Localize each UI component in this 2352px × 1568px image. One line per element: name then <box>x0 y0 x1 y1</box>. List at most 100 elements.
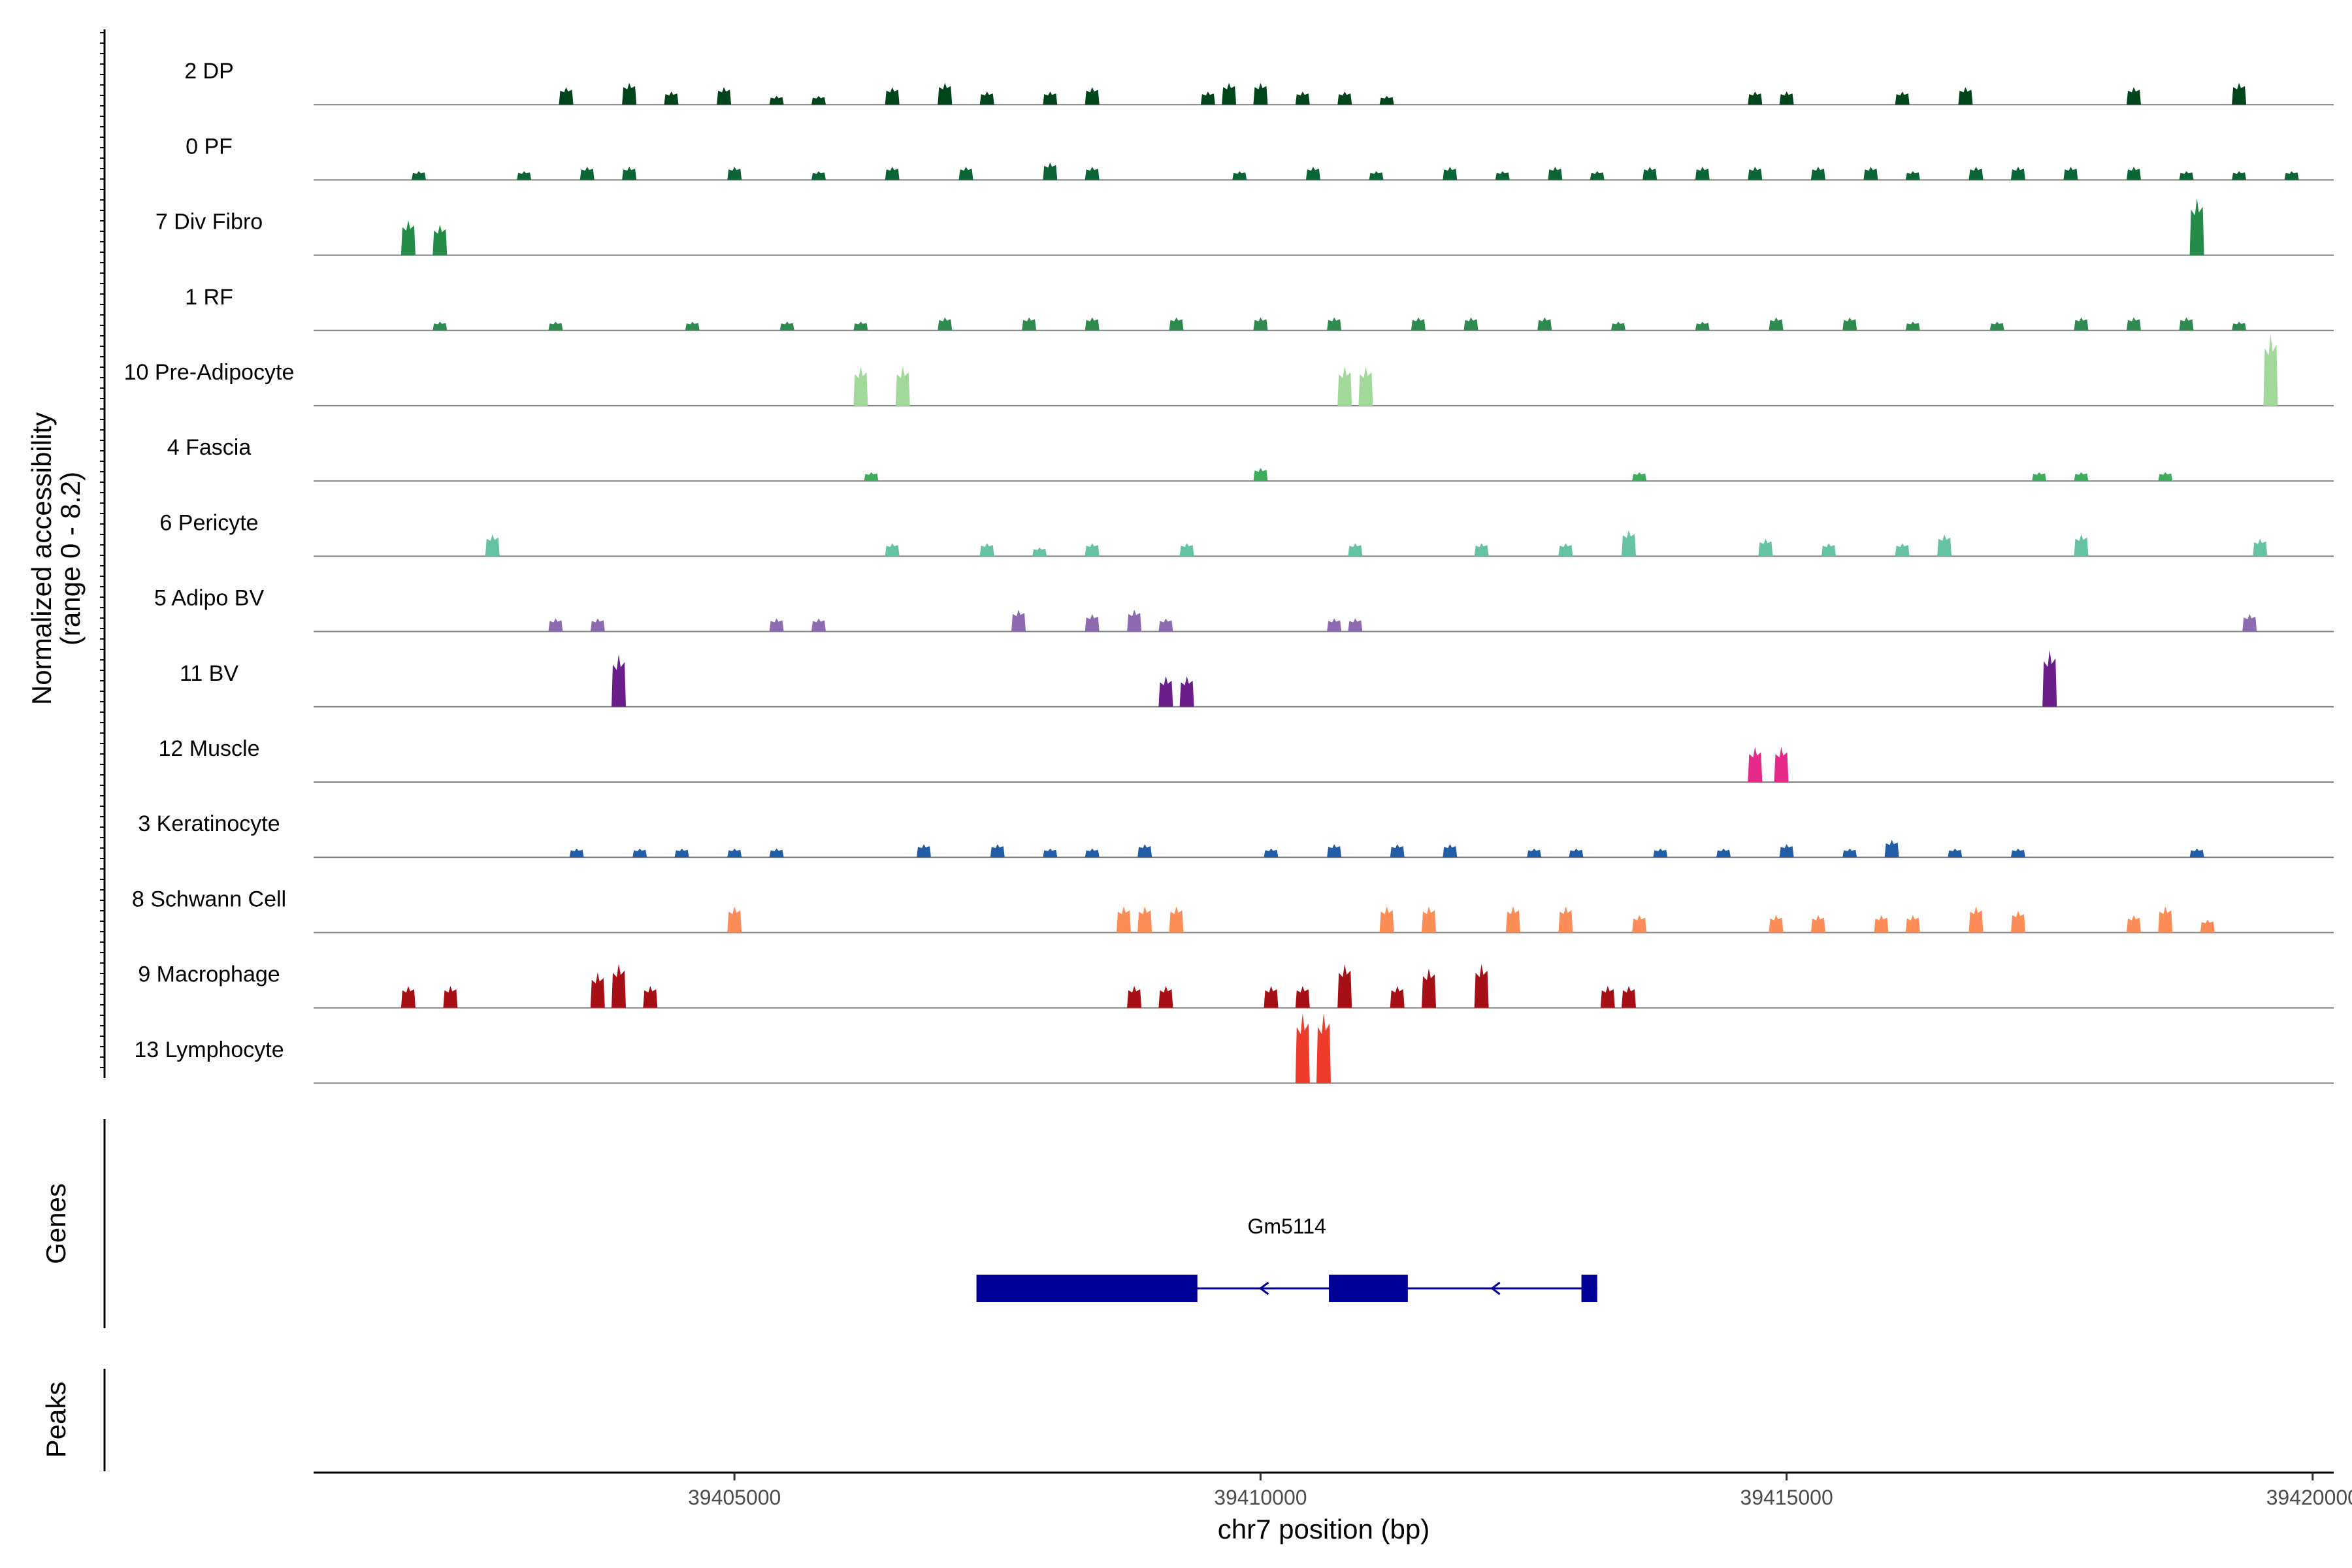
coverage-peak <box>1748 167 1763 180</box>
track-label: 12 Muscle <box>159 736 260 761</box>
coverage-peak <box>1895 91 1910 105</box>
coverage-peak <box>2010 910 2025 933</box>
track-10: 12 Muscle <box>159 736 2334 783</box>
coverage-peak <box>1610 321 1625 331</box>
coverage-peak <box>485 534 500 557</box>
coverage-peak <box>1337 91 1352 105</box>
coverage-peak <box>1127 610 1142 632</box>
x-tick-label: 39405000 <box>688 1486 781 1509</box>
coverage-peak <box>433 321 448 331</box>
track-label: 11 BV <box>180 661 238 686</box>
track-7: 6 Pericyte <box>159 510 2334 557</box>
coverage-peak <box>1569 848 1584 858</box>
coverage-peak <box>1127 986 1142 1008</box>
y-axis-ticks <box>100 32 105 1068</box>
gene-Gm5114: Gm5114 <box>976 1215 1597 1302</box>
coverage-peak <box>2232 82 2247 105</box>
coverage-peak <box>2158 472 2173 482</box>
coverage-peak <box>1895 543 1910 557</box>
coverage-peak <box>1369 171 1384 180</box>
track-5: 10 Pre-Adipocyte <box>124 334 2334 406</box>
coverage-peak <box>1222 82 1237 105</box>
coverage-peak <box>1085 543 1100 557</box>
coverage-peak <box>1958 87 1973 105</box>
track-12: 8 Schwann Cell <box>132 887 2334 934</box>
track-4: 1 RF <box>185 285 2334 331</box>
coverage-peak <box>2284 171 2299 180</box>
coverage-peak <box>2010 848 2025 858</box>
coverage-peak <box>1295 1013 1310 1083</box>
coverage-peak <box>979 543 994 557</box>
coverage-peak <box>1085 167 1100 180</box>
coverage-peak <box>1011 610 1026 632</box>
coverage-peak <box>1158 618 1173 632</box>
coverage-peak <box>2179 171 2194 180</box>
coverage-peak <box>885 543 900 557</box>
coverage-peak <box>1085 848 1100 858</box>
coverage-peak <box>1905 915 1920 933</box>
coverage-peak <box>1474 543 1489 557</box>
x-axis-ticks: 39405000 39410000 39415000 39420000 <box>688 1473 2352 1509</box>
coverage-peak <box>853 366 868 406</box>
coverage-peak <box>548 321 563 331</box>
coverage-peak <box>1379 906 1394 933</box>
coverage-peak <box>1968 167 1984 180</box>
left-axis-group: Normalized accessibility (range 0 - 8.2) <box>26 29 106 1078</box>
coverage-peak <box>1590 171 1605 180</box>
coverage-peak <box>1137 844 1152 858</box>
coverage-peak <box>1043 848 1058 858</box>
coverage-peak <box>2263 334 2278 406</box>
track-label: 10 Pre-Adipocyte <box>124 360 295 385</box>
coverage-peak <box>1558 906 1573 933</box>
coverage-peak <box>2074 317 2089 331</box>
coverage-peak <box>958 167 973 180</box>
track-9: 11 BV <box>180 649 2334 708</box>
track-14: 13 Lymphocyte <box>134 1013 2334 1084</box>
genes-panel: Genes Gm5114 <box>41 1119 1597 1328</box>
coverage-peak <box>885 87 900 105</box>
gene-models: Gm5114 <box>976 1215 1597 1302</box>
coverage-peak <box>1695 167 1710 180</box>
coverage-peak <box>1443 844 1458 858</box>
coverage-peak <box>1169 317 1184 331</box>
coverage-peak <box>1295 91 1310 105</box>
coverage-peak <box>990 844 1005 858</box>
coverage-peak <box>1937 534 1952 557</box>
coverage-peak <box>1558 543 1573 557</box>
coverage-peak <box>1779 844 1794 858</box>
coverage-peak <box>1264 848 1279 858</box>
peaks-panel: Peaks <box>41 1369 106 1471</box>
coverage-peak <box>1779 91 1794 105</box>
peaks-panel-label: Peaks <box>41 1382 71 1458</box>
coverage-peak <box>1810 167 1825 180</box>
coverage-peak <box>885 167 900 180</box>
coverage-peak <box>548 618 563 632</box>
track-1: 2 DP <box>184 59 2334 106</box>
coverage-peak <box>1632 472 1647 482</box>
track-label: 7 Div Fibro <box>155 210 263 235</box>
coverage-peak <box>1253 317 1268 331</box>
coverage-peak <box>2189 198 2204 255</box>
y-axis-title: Normalized accessibility <box>26 412 57 705</box>
coverage-peak <box>1232 171 1247 180</box>
coverage-peak <box>1842 317 1857 331</box>
coverage-peak <box>559 87 574 105</box>
coverage-peak <box>1474 964 1489 1008</box>
coverage-peak <box>1043 162 1058 180</box>
coverage-peak <box>2127 87 2141 105</box>
gene-exon <box>1581 1275 1597 1302</box>
coverage-peak <box>2127 167 2141 180</box>
coverage-peak <box>2074 534 2089 557</box>
coverage-peak <box>1358 366 1373 406</box>
coverage-peak <box>938 317 953 331</box>
coverage-peak <box>2010 167 2025 180</box>
coverage-peak <box>779 321 794 331</box>
coverage-peak <box>1422 968 1436 1008</box>
track-6: 4 Fascia <box>167 435 2334 482</box>
coverage-peak <box>1179 676 1194 707</box>
coverage-peak <box>1642 167 1658 180</box>
coverage-peak <box>1316 1013 1331 1083</box>
track-label: 0 PF <box>186 134 233 159</box>
coverage-peak <box>1117 906 1131 933</box>
coverage-peak <box>979 91 994 105</box>
